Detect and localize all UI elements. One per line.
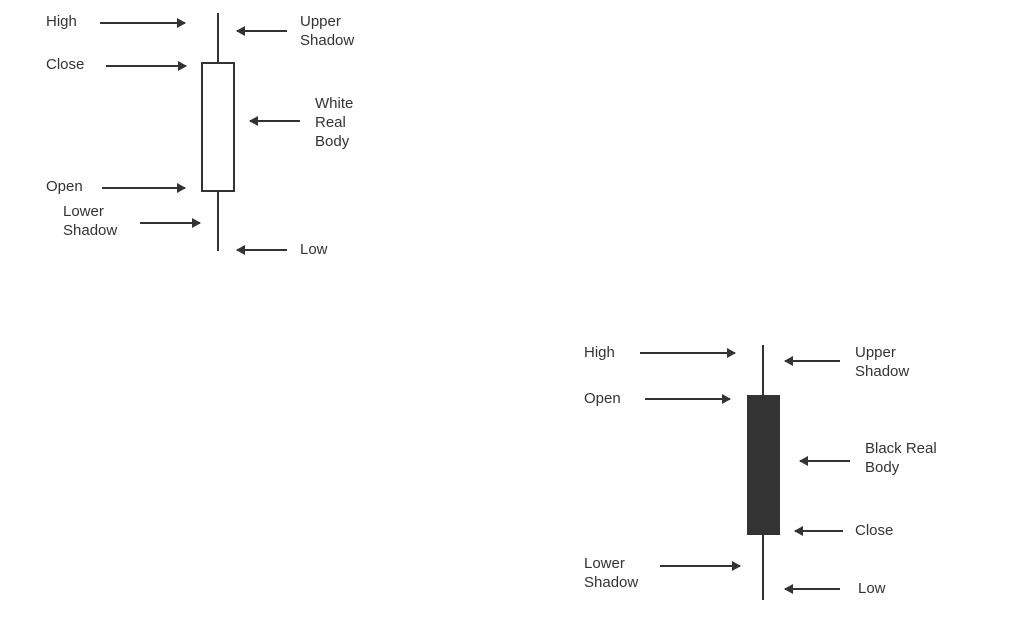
- arrow-high-1: [100, 22, 185, 24]
- arrow-low-1: [237, 249, 287, 251]
- arrow-lower-shadow-1: [140, 222, 200, 224]
- label-open-2: Open: [584, 390, 621, 409]
- white-candle-body: [201, 62, 235, 192]
- arrow-close-1: [106, 65, 186, 67]
- label-white-real-body: White Real Body: [315, 95, 353, 151]
- label-black-real-body: Black Real Body: [865, 440, 937, 478]
- label-lower-shadow-2: Lower Shadow: [584, 555, 638, 593]
- label-low-1: Low: [300, 241, 328, 260]
- black-candle-body: [747, 395, 780, 535]
- label-upper-shadow-2: Upper Shadow: [855, 344, 909, 382]
- arrow-white-real-body: [250, 120, 300, 122]
- arrow-lower-shadow-2: [660, 565, 740, 567]
- label-high-2: High: [584, 344, 615, 363]
- label-open-1: Open: [46, 178, 83, 197]
- label-lower-shadow-1: Lower Shadow: [63, 203, 117, 241]
- label-close-1: Close: [46, 56, 84, 75]
- label-close-2: Close: [855, 522, 893, 541]
- arrow-upper-shadow-2: [785, 360, 840, 362]
- arrow-low-2: [785, 588, 840, 590]
- label-upper-shadow-1: Upper Shadow: [300, 13, 354, 51]
- arrow-close-2: [795, 530, 843, 532]
- arrow-black-real-body: [800, 460, 850, 462]
- arrow-open-2: [645, 398, 730, 400]
- label-high-1: High: [46, 13, 77, 32]
- label-low-2: Low: [858, 580, 886, 599]
- arrow-open-1: [102, 187, 185, 189]
- arrow-upper-shadow-1: [237, 30, 287, 32]
- arrow-high-2: [640, 352, 735, 354]
